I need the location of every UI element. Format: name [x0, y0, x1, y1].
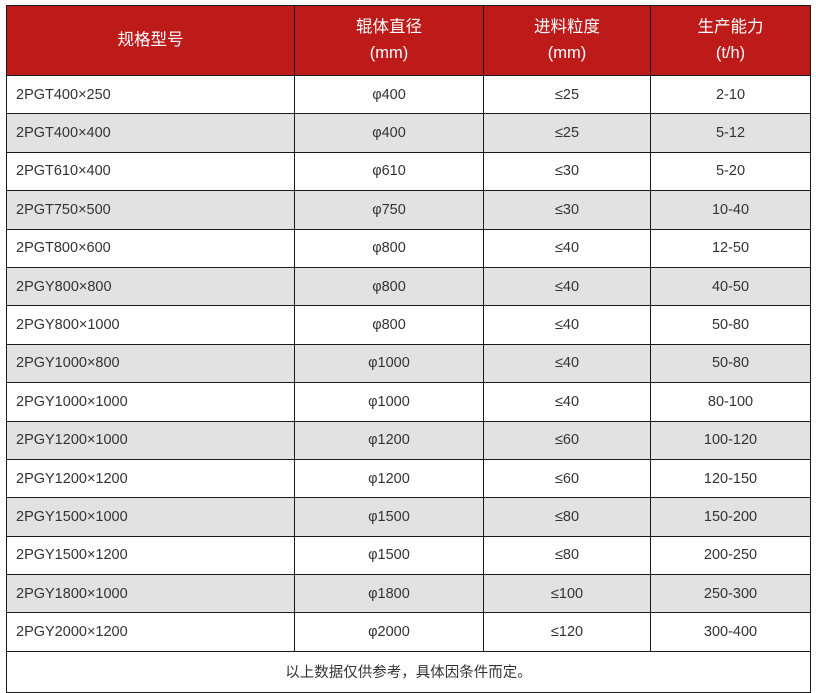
- column-header-feed-size-line1: 进料粒度: [534, 17, 600, 36]
- cell-model: 2PGY2000×1200: [6, 612, 295, 652]
- table-row: 2PGY2000×1200 φ2000 ≤120 300-400: [6, 612, 811, 652]
- table-row: 2PGT800×600 φ800 ≤40 12-50: [6, 229, 811, 268]
- cell-capacity: 120-150: [650, 459, 811, 499]
- header-row: 规格型号 辊体直径 (mm) 进料粒度 (mm) 生产能力 (t/h): [6, 5, 811, 76]
- cell-roller-diameter: φ400: [294, 75, 484, 115]
- table-row: 2PGT400×400 φ400 ≤25 5-12: [6, 113, 811, 153]
- cell-capacity: 300-400: [650, 612, 811, 652]
- specification-table: 规格型号 辊体直径 (mm) 进料粒度 (mm) 生产能力 (t/h) 2PGT…: [6, 5, 811, 693]
- cell-roller-diameter: φ750: [294, 190, 484, 230]
- table-header: 规格型号 辊体直径 (mm) 进料粒度 (mm) 生产能力 (t/h): [6, 5, 811, 76]
- column-header-feed-size-unit: (mm): [547, 43, 587, 62]
- table-row: 2PGY800×1000 φ800 ≤40 50-80: [6, 305, 811, 345]
- table-row: 2PGY1500×1000 φ1500 ≤80 150-200: [6, 497, 811, 537]
- table-row: 2PGY800×800 φ800 ≤40 40-50: [6, 267, 811, 307]
- column-header-roller-diameter-line1: 辊体直径: [356, 17, 422, 36]
- cell-model: 2PGT400×250: [6, 75, 295, 115]
- column-header-model-line1: 规格型号: [117, 30, 184, 49]
- cell-roller-diameter: φ400: [294, 113, 484, 153]
- cell-feed-size: ≤40: [483, 267, 651, 307]
- table-row: 2PGT750×500 φ750 ≤30 10-40: [6, 190, 811, 230]
- cell-roller-diameter: φ1200: [294, 421, 484, 460]
- cell-feed-size: ≤25: [483, 75, 651, 115]
- cell-capacity: 80-100: [650, 382, 811, 422]
- cell-feed-size: ≤100: [483, 574, 651, 614]
- cell-model: 2PGT400×400: [6, 113, 295, 153]
- cell-roller-diameter: φ2000: [294, 612, 484, 652]
- cell-model: 2PGY800×1000: [6, 305, 295, 345]
- column-header-capacity-unit: (t/h): [715, 43, 746, 62]
- cell-capacity: 50-80: [650, 305, 811, 345]
- cell-feed-size: ≤80: [483, 536, 651, 576]
- cell-roller-diameter: φ800: [294, 267, 484, 307]
- cell-capacity: 150-200: [650, 497, 811, 537]
- table-row: 2PGY1000×800 φ1000 ≤40 50-80: [6, 344, 811, 384]
- table-row: 2PGY1200×1200 φ1200 ≤60 120-150: [6, 459, 811, 499]
- cell-model: 2PGY1500×1200: [6, 536, 295, 576]
- cell-model: 2PGT610×400: [6, 152, 295, 192]
- cell-roller-diameter: φ1500: [294, 536, 484, 576]
- table-row: 2PGT400×250 φ400 ≤25 2-10: [6, 75, 811, 115]
- cell-feed-size: ≤40: [483, 344, 651, 384]
- column-header-roller-diameter: 辊体直径 (mm): [294, 5, 484, 76]
- cell-capacity: 12-50: [650, 229, 811, 268]
- cell-capacity: 50-80: [650, 344, 811, 384]
- cell-feed-size: ≤40: [483, 305, 651, 345]
- cell-capacity: 200-250: [650, 536, 811, 576]
- cell-model: 2PGY1200×1200: [6, 459, 295, 499]
- footer-row: 以上数据仅供参考，具体因条件而定。: [6, 651, 811, 693]
- table-row: 2PGY1200×1000 φ1200 ≤60 100-120: [6, 421, 811, 460]
- cell-roller-diameter: φ1000: [294, 344, 484, 384]
- footer-note: 以上数据仅供参考，具体因条件而定。: [6, 651, 811, 693]
- table-row: 2PGT610×400 φ610 ≤30 5-20: [6, 152, 811, 192]
- column-header-model: 规格型号: [6, 5, 295, 76]
- cell-feed-size: ≤30: [483, 152, 651, 192]
- cell-roller-diameter: φ1800: [294, 574, 484, 614]
- cell-model: 2PGT750×500: [6, 190, 295, 230]
- cell-capacity: 40-50: [650, 267, 811, 307]
- cell-model: 2PGY1800×1000: [6, 574, 295, 614]
- cell-feed-size: ≤40: [483, 229, 651, 268]
- cell-model: 2PGT800×600: [6, 229, 295, 268]
- column-header-capacity-line1: 生产能力: [697, 17, 764, 36]
- cell-capacity: 2-10: [650, 75, 811, 115]
- cell-capacity: 10-40: [650, 190, 811, 230]
- cell-feed-size: ≤60: [483, 459, 651, 499]
- cell-feed-size: ≤120: [483, 612, 651, 652]
- cell-roller-diameter: φ800: [294, 229, 484, 268]
- cell-feed-size: ≤40: [483, 382, 651, 422]
- cell-capacity: 250-300: [650, 574, 811, 614]
- cell-roller-diameter: φ1200: [294, 459, 484, 499]
- table-row: 2PGY1000×1000 φ1000 ≤40 80-100: [6, 382, 811, 422]
- cell-model: 2PGY1200×1000: [6, 421, 295, 460]
- cell-roller-diameter: φ800: [294, 305, 484, 345]
- table-row: 2PGY1500×1200 φ1500 ≤80 200-250: [6, 536, 811, 576]
- cell-model: 2PGY800×800: [6, 267, 295, 307]
- cell-roller-diameter: φ1500: [294, 497, 484, 537]
- cell-capacity: 5-20: [650, 152, 811, 192]
- cell-feed-size: ≤80: [483, 497, 651, 537]
- cell-capacity: 100-120: [650, 421, 811, 460]
- cell-model: 2PGY1500×1000: [6, 497, 295, 537]
- cell-model: 2PGY1000×1000: [6, 382, 295, 422]
- cell-feed-size: ≤30: [483, 190, 651, 230]
- cell-roller-diameter: φ1000: [294, 382, 484, 422]
- cell-feed-size: ≤25: [483, 113, 651, 153]
- cell-capacity: 5-12: [650, 113, 811, 153]
- cell-model: 2PGY1000×800: [6, 344, 295, 384]
- column-header-capacity: 生产能力 (t/h): [650, 5, 811, 76]
- table-row: 2PGY1800×1000 φ1800 ≤100 250-300: [6, 574, 811, 614]
- cell-feed-size: ≤60: [483, 421, 651, 460]
- table-footer: 以上数据仅供参考，具体因条件而定。: [6, 651, 811, 693]
- column-header-roller-diameter-unit: (mm): [369, 43, 409, 62]
- cell-roller-diameter: φ610: [294, 152, 484, 192]
- column-header-feed-size: 进料粒度 (mm): [483, 5, 651, 76]
- table-body: 2PGT400×250 φ400 ≤25 2-10 2PGT400×400 φ400 ≤25…: [6, 75, 811, 652]
